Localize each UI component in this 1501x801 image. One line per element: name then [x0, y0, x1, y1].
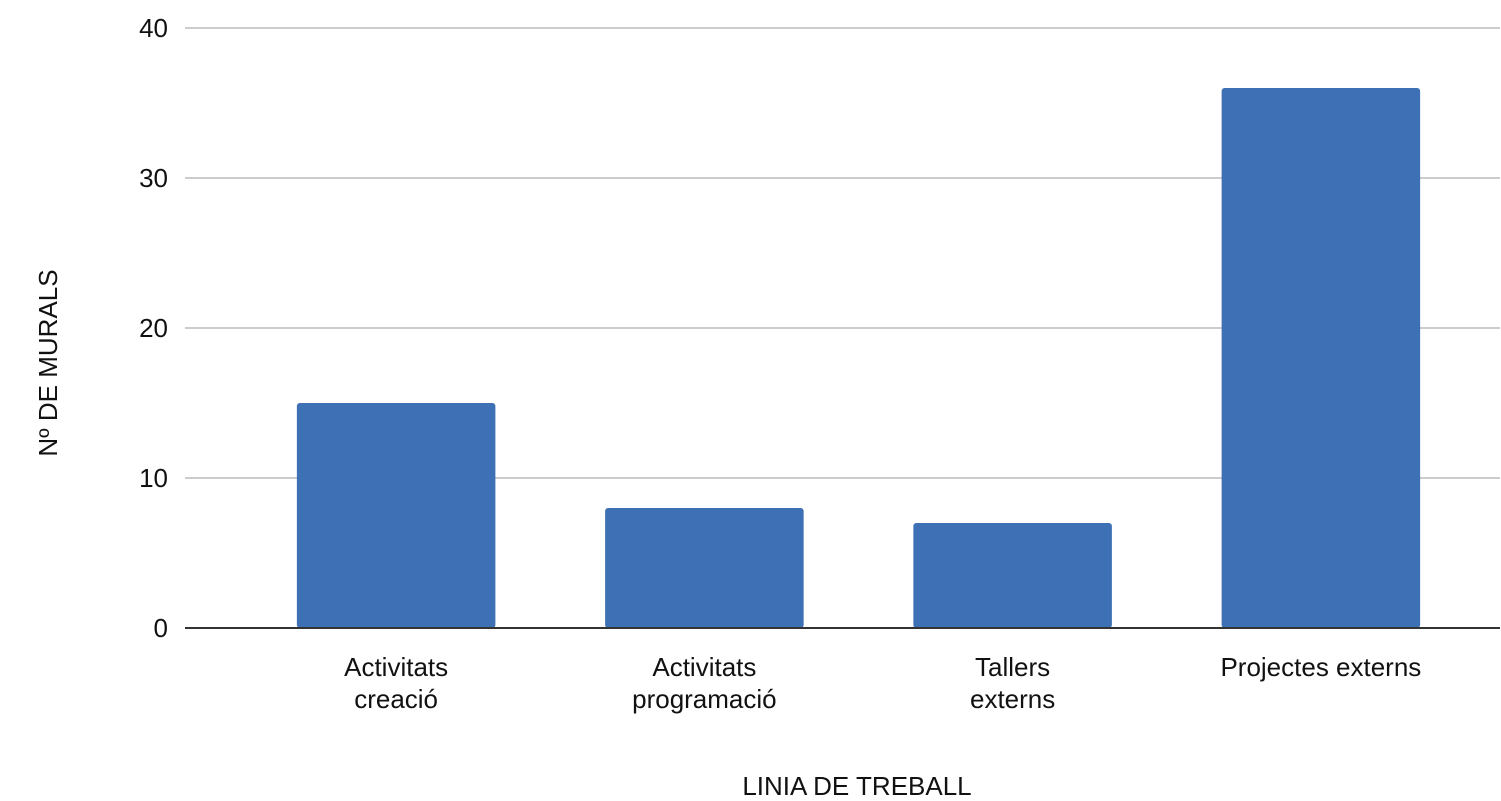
x-tick-line: Activitats — [344, 652, 448, 682]
x-tick-line: programació — [632, 684, 777, 714]
x-tick-line: Tallers — [975, 652, 1050, 682]
x-axis-label: LINIA DE TREBALL — [742, 771, 971, 801]
x-tick-line: Projectes externs — [1220, 652, 1421, 682]
bar — [913, 523, 1112, 628]
x-tick-label: Tallers externs — [970, 652, 1055, 714]
x-tick-line: Activitats — [652, 652, 756, 682]
x-tick-line: externs — [970, 684, 1055, 714]
x-tick-label: Activitats programació — [632, 652, 777, 714]
y-tick-label: 20 — [139, 313, 168, 343]
y-tick-label: 40 — [139, 13, 168, 43]
x-tick-label: Activitats creació — [344, 652, 448, 714]
x-tick-line: creació — [354, 684, 438, 714]
y-tick-label: 0 — [154, 613, 168, 643]
bar — [605, 508, 804, 628]
y-tick-label: 10 — [139, 463, 168, 493]
y-axis-label: Nº DE MURALS — [33, 269, 63, 456]
x-tick-label: Projectes externs — [1220, 652, 1421, 682]
y-tick-label: 30 — [139, 163, 168, 193]
bar — [1221, 88, 1421, 628]
bar — [296, 403, 496, 628]
